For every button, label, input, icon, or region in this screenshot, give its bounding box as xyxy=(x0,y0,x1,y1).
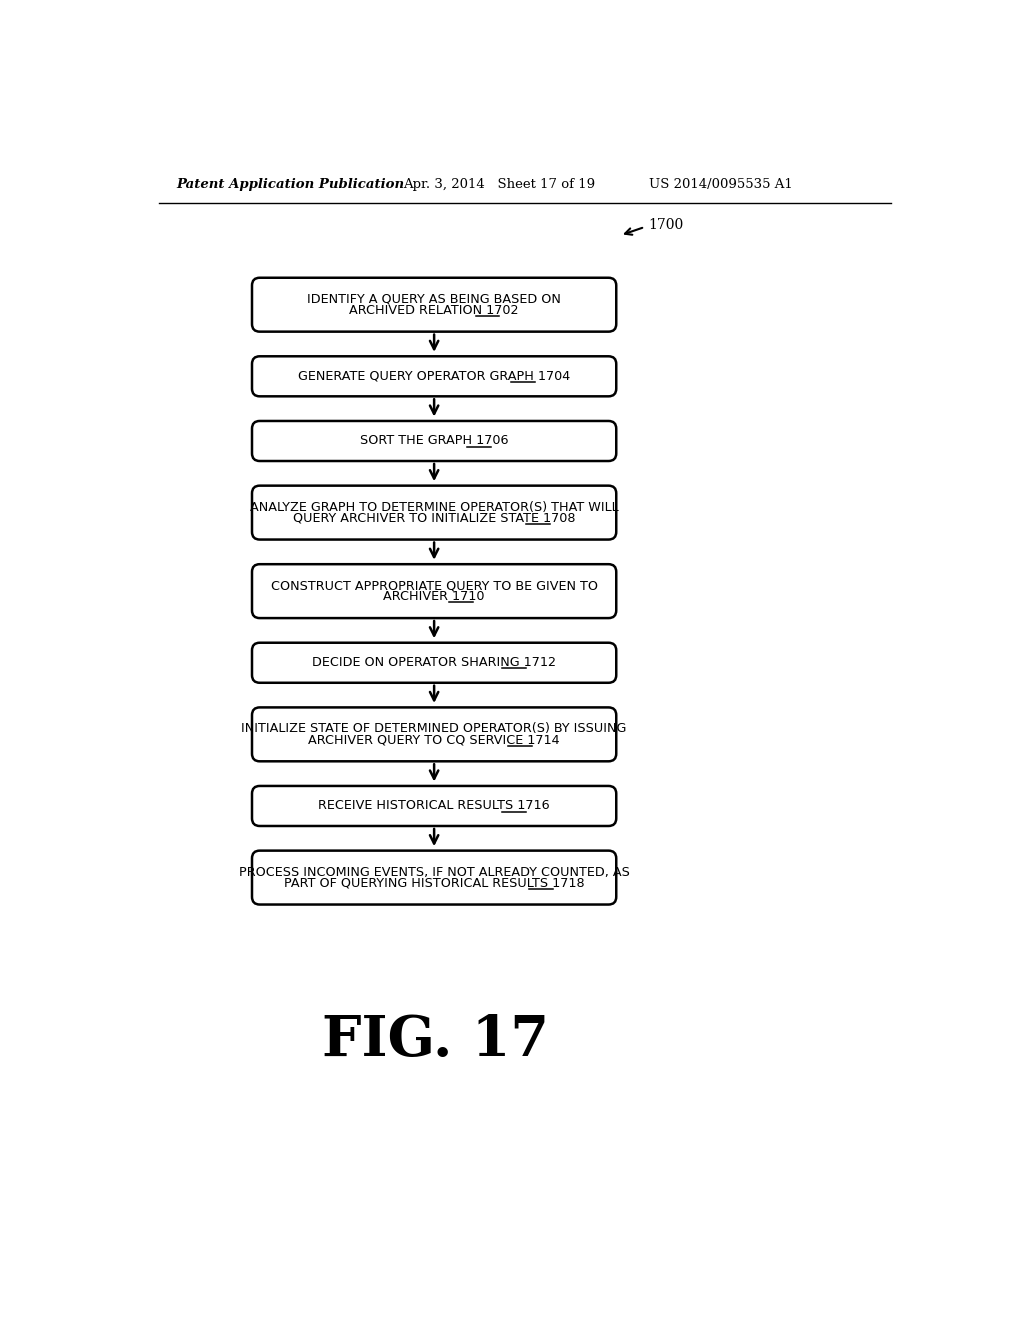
Text: FIG. 17: FIG. 17 xyxy=(323,1012,549,1068)
Text: ARCHIVER QUERY TO CQ SERVICE 1714: ARCHIVER QUERY TO CQ SERVICE 1714 xyxy=(308,734,560,746)
Text: QUERY ARCHIVER TO INITIALIZE STATE 1708: QUERY ARCHIVER TO INITIALIZE STATE 1708 xyxy=(293,512,575,524)
FancyBboxPatch shape xyxy=(252,643,616,682)
Text: PART OF QUERYING HISTORICAL RESULTS 1718: PART OF QUERYING HISTORICAL RESULTS 1718 xyxy=(284,876,585,890)
Text: CONSTRUCT APPROPRIATE QUERY TO BE GIVEN TO: CONSTRUCT APPROPRIATE QUERY TO BE GIVEN … xyxy=(270,579,598,593)
FancyBboxPatch shape xyxy=(252,564,616,618)
Text: ARCHIVER 1710: ARCHIVER 1710 xyxy=(383,590,485,603)
FancyBboxPatch shape xyxy=(252,421,616,461)
FancyBboxPatch shape xyxy=(252,850,616,904)
FancyBboxPatch shape xyxy=(252,356,616,396)
Text: ARCHIVED RELATION 1702: ARCHIVED RELATION 1702 xyxy=(349,304,519,317)
Text: ANALYZE GRAPH TO DETERMINE OPERATOR(S) THAT WILL: ANALYZE GRAPH TO DETERMINE OPERATOR(S) T… xyxy=(250,500,618,513)
Text: DECIDE ON OPERATOR SHARING 1712: DECIDE ON OPERATOR SHARING 1712 xyxy=(312,656,556,669)
Text: US 2014/0095535 A1: US 2014/0095535 A1 xyxy=(649,178,793,190)
FancyBboxPatch shape xyxy=(252,486,616,540)
Text: GENERATE QUERY OPERATOR GRAPH 1704: GENERATE QUERY OPERATOR GRAPH 1704 xyxy=(298,370,570,383)
Text: PROCESS INCOMING EVENTS, IF NOT ALREADY COUNTED, AS: PROCESS INCOMING EVENTS, IF NOT ALREADY … xyxy=(239,866,630,879)
FancyBboxPatch shape xyxy=(252,785,616,826)
FancyBboxPatch shape xyxy=(252,277,616,331)
Text: RECEIVE HISTORICAL RESULTS 1716: RECEIVE HISTORICAL RESULTS 1716 xyxy=(318,800,550,813)
Text: IDENTIFY A QUERY AS BEING BASED ON: IDENTIFY A QUERY AS BEING BASED ON xyxy=(307,293,561,306)
Text: Apr. 3, 2014   Sheet 17 of 19: Apr. 3, 2014 Sheet 17 of 19 xyxy=(403,178,595,190)
Text: SORT THE GRAPH 1706: SORT THE GRAPH 1706 xyxy=(359,434,508,447)
Text: INITIALIZE STATE OF DETERMINED OPERATOR(S) BY ISSUING: INITIALIZE STATE OF DETERMINED OPERATOR(… xyxy=(242,722,627,735)
FancyBboxPatch shape xyxy=(252,708,616,762)
Text: 1700: 1700 xyxy=(648,218,683,232)
Text: Patent Application Publication: Patent Application Publication xyxy=(176,178,404,190)
